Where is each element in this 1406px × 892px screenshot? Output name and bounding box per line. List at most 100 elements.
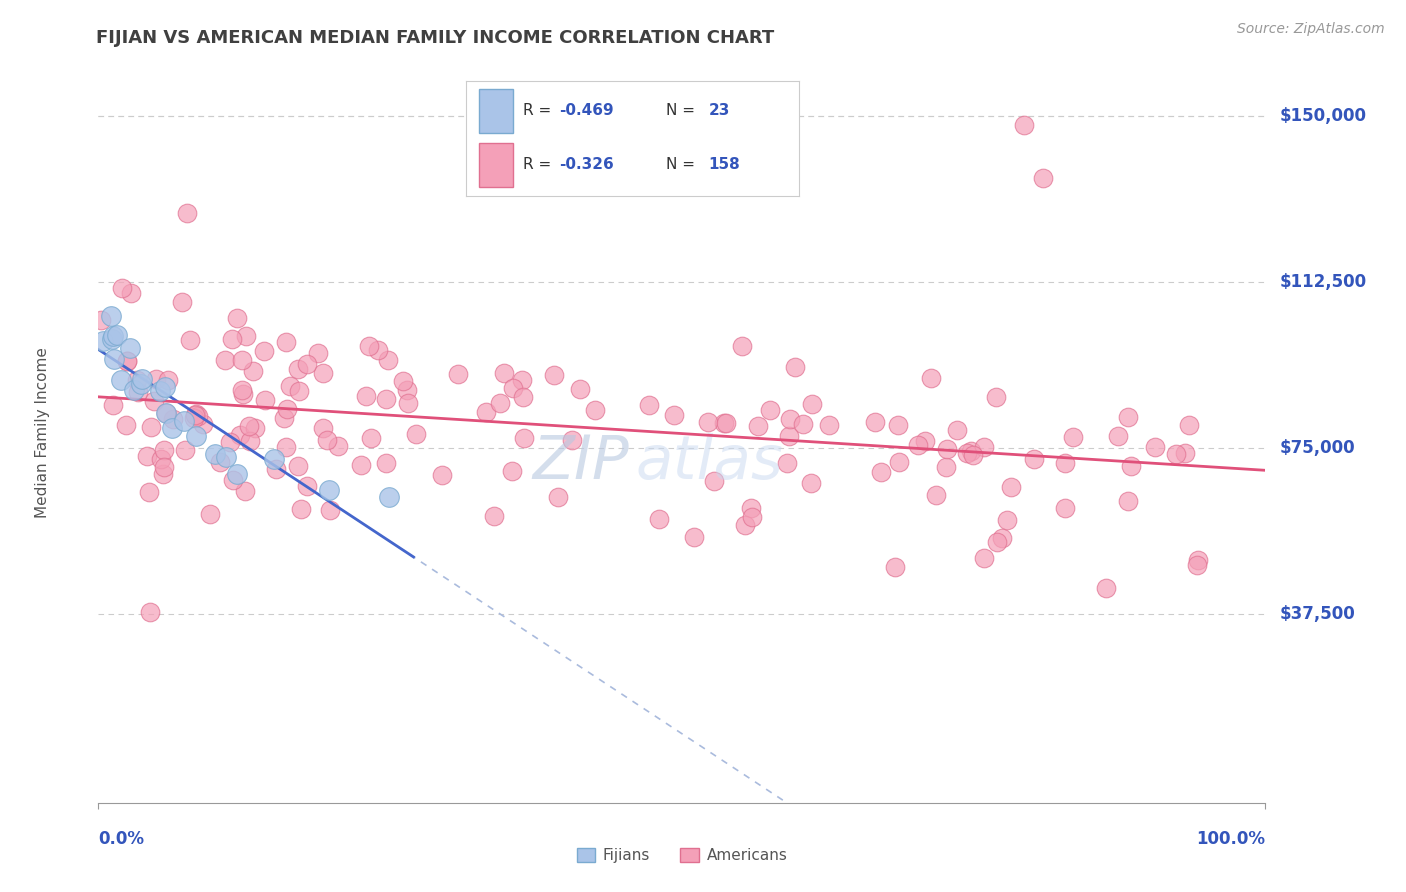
Point xyxy=(191,417,214,432)
Point xyxy=(239,434,262,449)
Point xyxy=(174,442,197,457)
Point xyxy=(326,439,349,453)
Point xyxy=(1174,446,1197,460)
Point xyxy=(740,509,762,524)
Point xyxy=(153,443,176,458)
Point xyxy=(430,468,453,483)
Point xyxy=(1062,430,1084,444)
Point xyxy=(253,344,276,359)
Text: ZIP: ZIP xyxy=(533,433,630,491)
Point xyxy=(187,409,209,423)
Point xyxy=(775,456,797,470)
Point xyxy=(405,427,427,442)
Point xyxy=(512,390,534,404)
Point xyxy=(263,452,285,467)
Point xyxy=(991,531,1014,545)
Point xyxy=(946,423,969,437)
Point xyxy=(103,352,125,367)
Point xyxy=(155,407,177,421)
Point xyxy=(274,440,297,454)
Point xyxy=(186,429,208,443)
Point xyxy=(778,429,800,443)
Point xyxy=(173,414,195,428)
Point xyxy=(162,411,184,425)
Point xyxy=(925,488,948,502)
Point xyxy=(176,206,198,220)
Point xyxy=(155,406,177,420)
Point xyxy=(1095,581,1118,595)
Point xyxy=(183,410,205,425)
Point xyxy=(1012,118,1035,132)
Point xyxy=(115,417,138,432)
Point xyxy=(129,377,152,392)
Point xyxy=(638,398,661,412)
Point xyxy=(297,479,319,493)
Point xyxy=(697,416,720,430)
Point xyxy=(801,396,824,410)
Point xyxy=(153,459,176,474)
Point xyxy=(312,421,335,435)
Point xyxy=(143,394,166,409)
Point xyxy=(149,384,172,399)
Point xyxy=(312,366,335,380)
Point xyxy=(664,408,686,422)
Point xyxy=(221,332,243,346)
Point xyxy=(1178,418,1201,433)
Point xyxy=(214,353,236,368)
Point xyxy=(375,392,398,407)
Point xyxy=(1022,451,1045,466)
Point xyxy=(447,368,470,382)
Point xyxy=(204,447,226,461)
Point xyxy=(243,421,266,435)
Point xyxy=(316,433,339,447)
Point xyxy=(800,475,823,490)
Point xyxy=(561,433,583,447)
Point xyxy=(179,333,201,347)
Point xyxy=(145,372,167,386)
Point xyxy=(100,310,122,324)
Point xyxy=(920,371,942,385)
Point xyxy=(200,507,222,521)
Point xyxy=(1119,458,1142,473)
Point xyxy=(395,384,418,398)
Point xyxy=(1000,480,1022,494)
Point xyxy=(120,341,142,355)
Point xyxy=(375,456,398,470)
Point xyxy=(870,465,893,479)
Text: Source: ZipAtlas.com: Source: ZipAtlas.com xyxy=(1237,22,1385,37)
Point xyxy=(350,458,373,472)
Point xyxy=(889,455,911,469)
Point xyxy=(354,389,377,403)
Text: $37,500: $37,500 xyxy=(1279,606,1355,624)
Point xyxy=(935,442,957,456)
Text: $75,000: $75,000 xyxy=(1279,439,1355,457)
Point xyxy=(152,467,174,481)
Point xyxy=(138,485,160,500)
Point xyxy=(131,371,153,385)
Point xyxy=(865,415,887,429)
Point xyxy=(93,334,115,348)
Point xyxy=(101,398,124,412)
Text: 100.0%: 100.0% xyxy=(1197,830,1265,847)
Point xyxy=(287,459,309,474)
Point xyxy=(1187,553,1209,567)
Legend: Fijians, Americans: Fijians, Americans xyxy=(571,842,793,869)
Point xyxy=(235,328,257,343)
Point xyxy=(962,448,984,462)
Point xyxy=(1032,170,1054,185)
Point xyxy=(115,354,138,368)
Point xyxy=(785,359,807,374)
Text: $150,000: $150,000 xyxy=(1279,107,1367,125)
Point xyxy=(817,417,839,432)
Point xyxy=(172,295,194,310)
Point xyxy=(683,530,706,544)
Point xyxy=(995,513,1018,527)
Point xyxy=(907,438,929,452)
Point xyxy=(973,550,995,565)
Point xyxy=(747,419,769,434)
Point xyxy=(758,403,780,417)
Point xyxy=(215,450,238,464)
Point xyxy=(127,384,149,399)
Point xyxy=(1116,410,1139,425)
Point xyxy=(115,353,138,368)
